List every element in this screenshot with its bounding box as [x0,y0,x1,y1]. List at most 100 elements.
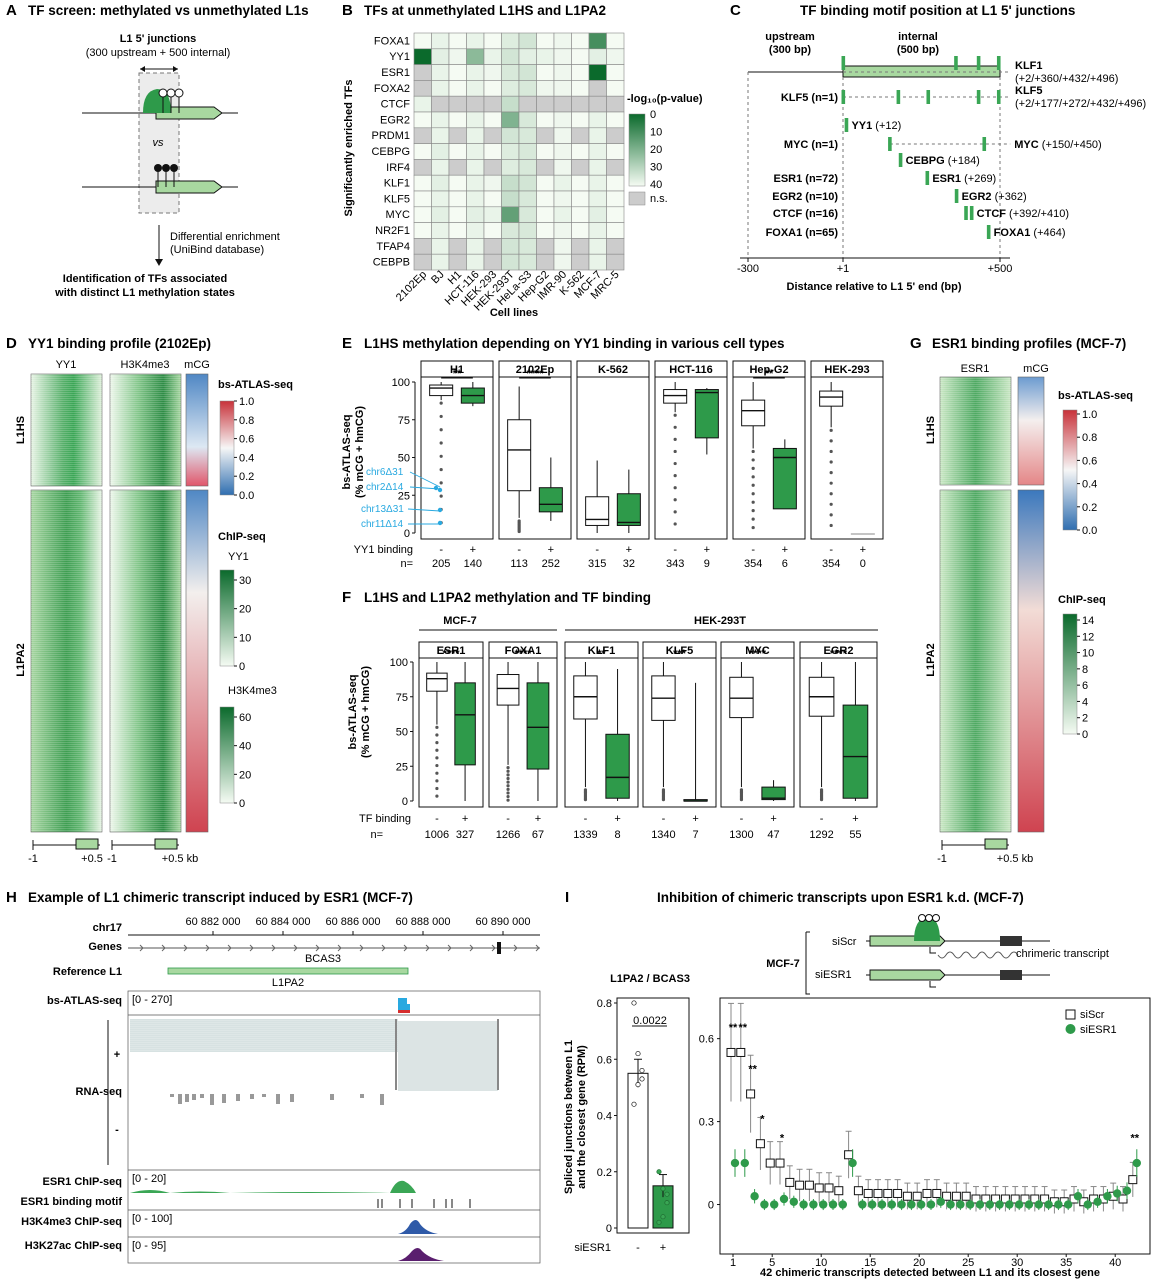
tf-label: KLF1 [384,178,410,190]
tf-label: FOXA2 [374,83,410,95]
mcg-l1hs [1017,376,1045,486]
siesr1-point [750,1192,759,1201]
binding-plus: + [626,544,632,556]
legend-colorbar [219,569,235,667]
strand-arrow [513,944,518,952]
heatmap-cell [571,80,590,97]
motif-mark [926,90,931,104]
y-tick-label: 100 [390,657,408,669]
legend-colorbar [628,113,646,187]
motif-count: FOXA1 (n=65) [766,227,839,239]
heatmap-cell [553,32,572,50]
y-tick-label: 0.3 [699,1117,714,1129]
strand-arrow [161,944,166,952]
outlier [435,741,439,745]
n-count: 343 [666,558,684,570]
outlier [751,509,755,513]
heatmap-cell [448,32,467,50]
box [426,672,448,692]
y-axis-label: Significantly enriched TFs [343,80,355,217]
data-point [631,1000,637,1006]
legend-colorbar [1062,613,1078,735]
outlier [829,460,833,464]
n-count: 1266 [496,829,520,841]
data-point [631,1101,637,1107]
motif-mark [976,90,981,104]
heatmap-cell [606,127,625,144]
siesr1-point [995,1200,1004,1209]
legend-tick: 30 [650,162,662,174]
heatmap-cell [518,127,537,144]
y-axis-label: bs-ATLAS-seq [347,675,359,750]
strand-arrow [469,944,474,952]
heatmap-cell [466,238,485,255]
siscr-point [902,1191,912,1201]
y-tick-label: 0 [402,796,408,808]
siesr1-point [1083,1200,1093,1209]
box [741,399,766,427]
sig-label: **** [526,368,544,380]
binding-minus: - [740,813,744,825]
mcg-l1pa2 [1017,489,1045,833]
heatmap-cell [483,48,502,65]
highlight-point [437,520,443,526]
x-tick-label: 10 [815,1257,827,1269]
data-point [656,1219,662,1225]
motif-label: FOXA1 (+464) [994,227,1066,239]
heatmap-cell [536,222,555,239]
heatmap-cell [588,32,607,50]
y-tick-label: 25 [396,761,408,773]
heatmap-cell [571,222,590,239]
heatmap-cell [431,222,450,239]
siscr-point [893,1188,903,1198]
siscr-point [1128,1175,1138,1185]
n-count: 354 [822,558,840,570]
heatmap-cell [483,95,502,113]
siesr1-point [1132,1158,1142,1168]
facet-title: EGR2 [824,645,854,657]
outlier [673,425,677,429]
legend-tick: 0.8 [1082,432,1097,444]
heatmap-cell [431,48,450,65]
panel-title: ESR1 binding profiles (MCF-7) [932,336,1126,351]
outlier [673,510,677,514]
read [360,1094,364,1098]
heatmap-cell [483,80,502,97]
outlier [829,428,833,432]
legend-tick: 4 [1082,696,1088,708]
motif-mark [982,137,987,151]
sirna-label: siESR1 [574,1242,611,1254]
exon [497,942,501,954]
binding-plus: + [852,813,858,825]
highlight-point [437,507,443,513]
strand-plus: + [114,1049,120,1061]
outlier [435,779,439,783]
heatmap-cell [606,64,625,81]
n-count: 8 [614,829,620,841]
legend-colorbar [1062,409,1078,531]
tf-label: CEBPG [371,146,410,158]
siscr-point [932,1188,942,1198]
box [694,389,719,439]
motif-mark [969,206,974,220]
motif-sub: (+2/+177/+272/+432/+496) [1015,98,1146,110]
heatmap-cell [413,159,432,176]
motif-sub: (+2/+360/+432/+496) [1015,73,1118,85]
heatmap-cell [553,159,572,176]
internal-bp: (500 bp) [897,44,940,56]
siesr1-point [1054,1200,1063,1209]
outlier [829,471,833,475]
heatmap-cell [553,127,572,144]
outlier [829,502,833,506]
heatmap-cell [518,222,537,239]
heatmap-cell [483,159,502,176]
legend-title: -log₁₀(p-value) [627,93,703,105]
mcg-l1pa2 [185,489,209,833]
heatmap-cell [536,127,555,144]
h3k27ac-signal [398,1248,444,1261]
heatmap-cell [571,238,590,255]
legend-tick: 0.0 [239,490,254,502]
strand-arrow [227,944,232,952]
binding-plus: + [770,813,776,825]
x-tick-label: 40 [1109,1257,1121,1269]
